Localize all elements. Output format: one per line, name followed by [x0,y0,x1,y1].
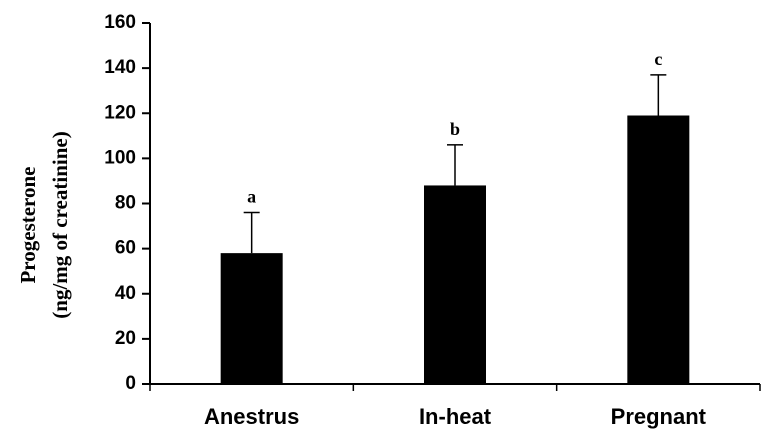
y-tick-label: 0 [125,373,136,394]
y-axis-title: (ng/mg of creatinine) [48,131,72,318]
y-tick-label: 100 [104,147,136,168]
y-tick-label: 140 [104,57,136,78]
bar [424,185,486,384]
x-tick-label: Anestrus [204,404,299,429]
significance-label: c [654,49,662,69]
y-tick-label: 120 [104,102,136,123]
bar [220,253,283,384]
y-tick-label: 40 [115,283,136,304]
x-tick-label: In-heat [419,404,492,429]
bar [627,115,690,384]
significance-label: b [450,119,460,139]
x-tick-label: Pregnant [611,404,707,429]
y-tick-label: 20 [115,328,136,349]
y-tick-label: 160 [104,12,136,33]
significance-label: a [247,187,256,207]
y-axis-title: Progesterone [16,166,40,283]
y-tick-label: 80 [115,193,136,214]
y-tick-label: 60 [115,238,136,259]
